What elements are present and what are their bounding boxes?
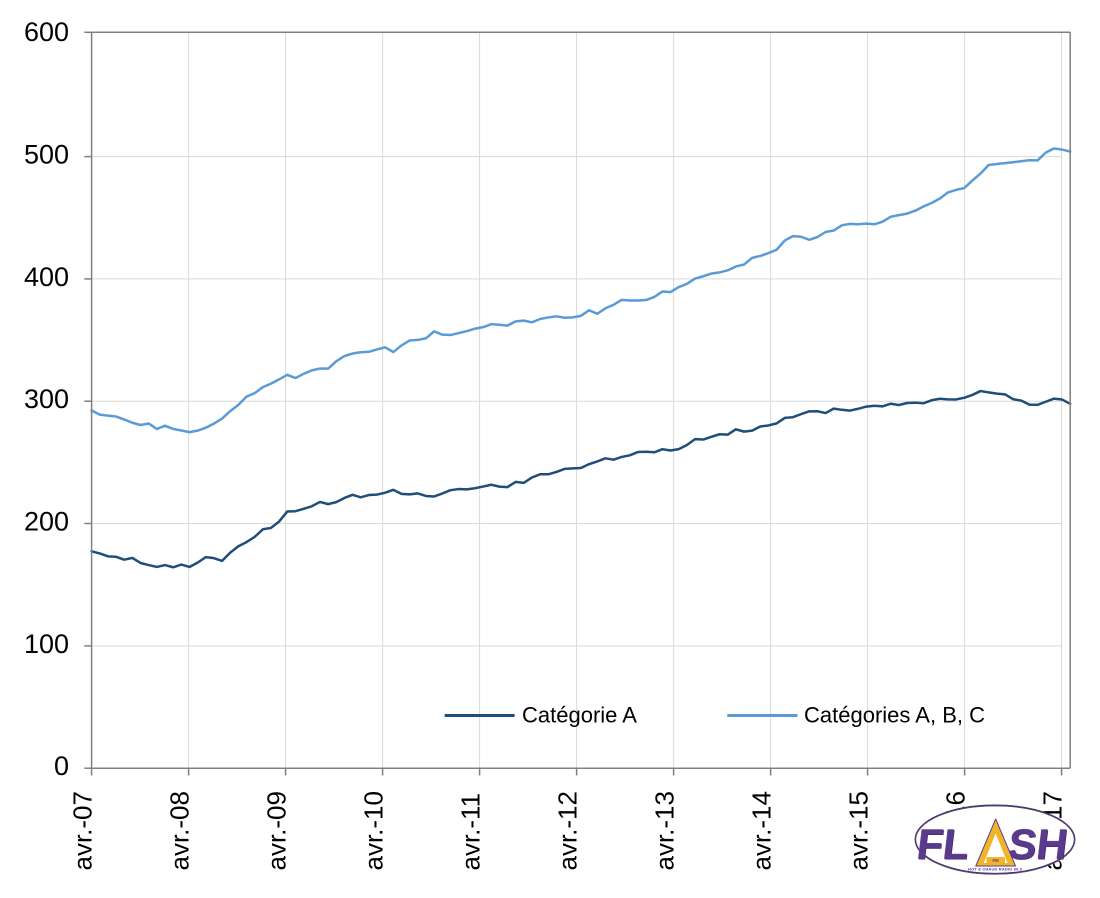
svg-text:SH: SH: [1006, 821, 1071, 869]
svg-text:Catégories A, B, C: Catégories A, B, C: [804, 703, 985, 728]
svg-text:200: 200: [24, 507, 69, 537]
svg-text:avr.-09: avr.-09: [262, 791, 292, 871]
svg-text:avr.-15: avr.-15: [844, 791, 874, 871]
svg-text:500: 500: [24, 140, 69, 170]
svg-text:avr.-08: avr.-08: [165, 791, 195, 871]
svg-text:avr.-11: avr.-11: [456, 793, 486, 871]
svg-text:600: 600: [24, 17, 69, 47]
svg-text:avr.-10: avr.-10: [359, 791, 389, 871]
svg-text:avr.-12: avr.-12: [553, 791, 583, 871]
svg-text:Catégorie A: Catégorie A: [522, 703, 637, 728]
svg-text:300: 300: [24, 384, 69, 414]
svg-text:avr.-14: avr.-14: [747, 791, 777, 871]
svg-text:400: 400: [24, 262, 69, 292]
svg-text:FM: FM: [993, 858, 1000, 863]
svg-text:0: 0: [54, 751, 69, 781]
svg-text:HOT & CHAUD RADIO 89.9: HOT & CHAUD RADIO 89.9: [968, 866, 1023, 871]
svg-text:avr.-07: avr.-07: [68, 791, 98, 871]
svg-text:avr.-13: avr.-13: [650, 791, 680, 871]
svg-text:100: 100: [24, 629, 69, 659]
svg-text:FL: FL: [914, 821, 972, 869]
